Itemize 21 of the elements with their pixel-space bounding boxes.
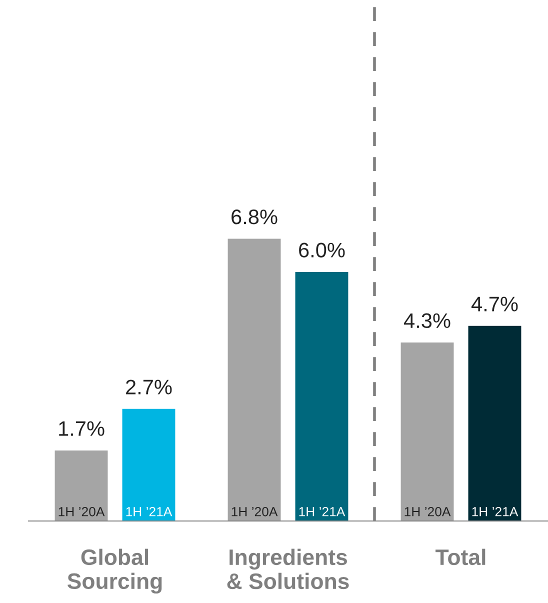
text: 1H ’20A [232,506,278,516]
text: 1H ’21A [126,506,172,516]
bar [54,450,108,521]
text: 1H ’20A [404,506,451,516]
series-label: 1H ’21A [299,506,346,516]
data-label: 4.7% [471,296,518,312]
data-label: 1.7% [59,421,104,436]
data-label: 2.7% [126,380,172,394]
series-label: 1H ’20A [58,506,105,516]
x-tick-label: Ingredients & Solutions [227,548,349,590]
x-tick-label: Global Sourcing [67,548,162,594]
bar [468,326,522,521]
bar [122,408,176,521]
data-label: 4.3% [404,313,450,328]
text: 1H ’21A [472,506,518,516]
data-label: 6.8% [232,210,278,224]
bar [295,272,348,521]
bar [400,342,454,521]
x-tick-label: Total [436,548,486,566]
data-label: 6.0% [299,242,345,258]
bar [228,238,281,521]
